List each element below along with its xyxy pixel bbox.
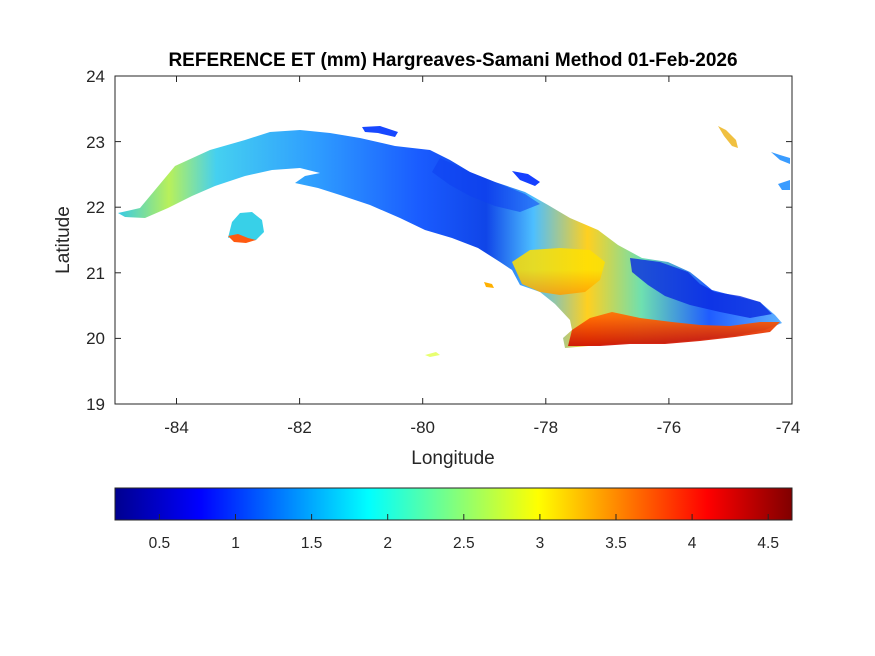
x-axis-label: Longitude: [411, 448, 494, 469]
colorbar-tick-label: 3: [536, 535, 545, 552]
colorbar-tick-label: 0.5: [149, 535, 171, 552]
north-cays-east: [512, 171, 540, 186]
colorbar-tick-label: 1.5: [301, 535, 323, 552]
central-hot-zone: [512, 248, 605, 295]
colorbar-tick-label: 4: [688, 535, 697, 552]
northeast-cold-zone: [630, 258, 772, 318]
y-axis-label: Latitude: [53, 206, 74, 274]
colorbar-tick-label: 2: [383, 535, 392, 552]
east-island-2: [778, 180, 790, 190]
y-axis: [115, 75, 792, 339]
y-tick-label: 23: [86, 133, 105, 152]
x-tick-label: -80: [410, 418, 435, 437]
colorbar-tick-label: 1: [231, 535, 240, 552]
inagua-island: [718, 126, 738, 148]
colorbar: [114, 487, 793, 521]
axes-frame: [114, 75, 793, 405]
x-tick-label: -78: [534, 418, 559, 437]
south-speck-1: [484, 282, 494, 288]
colorbar-tick-label: 2.5: [453, 535, 475, 552]
north-central-cold-zone: [432, 158, 540, 212]
cuba-et-map: [118, 126, 790, 357]
x-tick-label: -84: [164, 418, 189, 437]
colorbar-tick-label: 3.5: [605, 535, 627, 552]
isla-de-la-juventud: [228, 212, 264, 240]
east-island-1: [771, 152, 790, 164]
isla-south-hot-edge: [228, 234, 256, 243]
y-tick-label: 19: [86, 395, 105, 414]
y-tick-label: 21: [86, 264, 105, 283]
cuba-main-island: [118, 130, 782, 348]
y-tick-label: 22: [86, 198, 105, 217]
y-tick-label: 24: [86, 67, 105, 86]
north-cays: [362, 126, 398, 137]
south-speck-2: [425, 352, 440, 357]
colorbar-ticks: [158, 514, 769, 520]
south-coast-hot-zone: [568, 312, 780, 346]
y-tick-label: 20: [86, 329, 105, 348]
map-title: REFERENCE ET (mm) Hargreaves-Samani Meth…: [168, 50, 737, 71]
colorbar-tick-label: 4.5: [757, 535, 779, 552]
x-axis: [176, 76, 670, 404]
x-tick-label: -74: [776, 418, 801, 437]
x-tick-label: -82: [287, 418, 312, 437]
x-tick-label: -76: [657, 418, 682, 437]
